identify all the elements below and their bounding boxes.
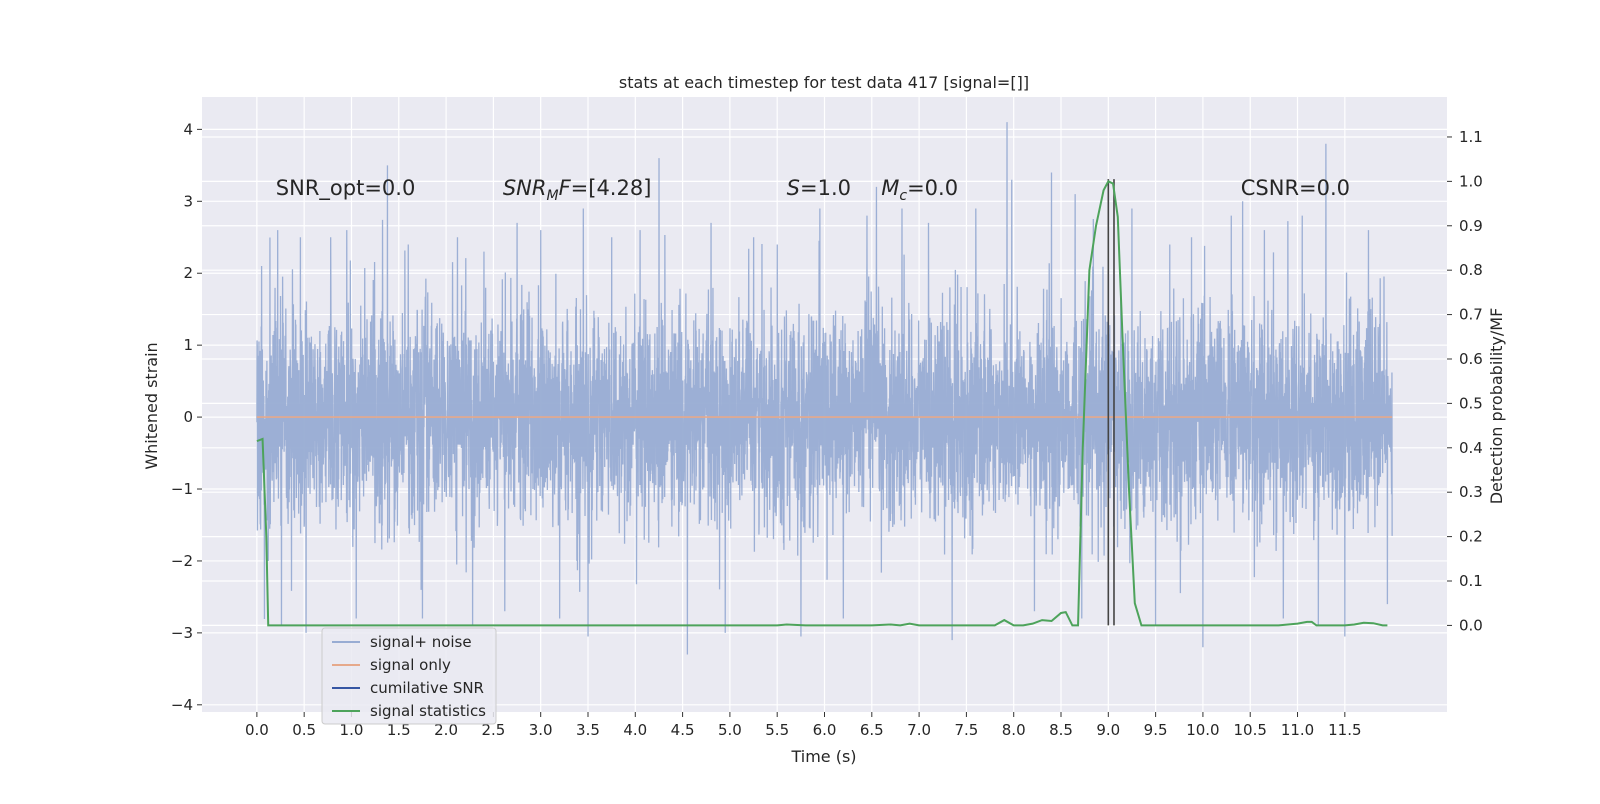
y-left-tick-label: −3 xyxy=(171,624,193,642)
y-right-tick-label: 0.2 xyxy=(1459,528,1483,546)
y-right-tick-label: 1.1 xyxy=(1459,128,1483,146)
x-axis: 0.0 0.5 1.0 1.5 2.0 2.5 3.0 3.5 4.0 4.5 5.0 5.5 6.0 6… xyxy=(245,712,1362,739)
x-tick-label: 1.0 xyxy=(340,721,364,739)
x-tick-label: 4.0 xyxy=(623,721,647,739)
y-axis-left: −4 −3 −2 −1 0 1 2 3 4 xyxy=(171,120,202,714)
legend-label: signal only xyxy=(370,656,451,674)
x-tick-label: 7.0 xyxy=(907,721,931,739)
y-right-tick-label: 1.0 xyxy=(1459,172,1483,190)
legend-label: signal+ noise xyxy=(370,633,472,651)
y-right-tick-label: 0.9 xyxy=(1459,217,1483,235)
x-tick-label: 2.0 xyxy=(434,721,458,739)
y-axis-left-title: Whitened strain xyxy=(142,342,161,469)
legend: signal+ noise signal only cumilative SNR si… xyxy=(321,627,497,725)
y-right-tick-label: 0.1 xyxy=(1459,572,1483,590)
x-tick-label: 3.0 xyxy=(529,721,553,739)
x-tick-label: 6.5 xyxy=(860,721,884,739)
y-left-tick-label: −4 xyxy=(171,696,193,714)
x-tick-label: 4.5 xyxy=(671,721,695,739)
chart-title: stats at each timestep for test data 417… xyxy=(619,73,1029,92)
annotation-0: SNR_opt=0.0 xyxy=(276,176,416,201)
y-right-tick-label: 0.7 xyxy=(1459,306,1483,324)
annotation-2: S=1.0 xyxy=(787,176,851,200)
y-left-tick-label: 2 xyxy=(183,264,193,282)
x-tick-label: 7.5 xyxy=(954,721,978,739)
y-right-tick-label: 0.4 xyxy=(1459,439,1483,457)
annotation-3: Mc=0.0 xyxy=(881,176,958,204)
legend-label: signal statistics xyxy=(370,702,486,720)
data-layer xyxy=(256,122,1393,655)
legend-frame xyxy=(321,627,497,725)
y-left-tick-label: 3 xyxy=(183,192,193,210)
series-signal-noise-line xyxy=(256,122,1393,655)
series-signal-statistics-line xyxy=(256,180,1388,627)
y-left-tick-label: 0 xyxy=(183,408,193,426)
x-tick-label: 11.0 xyxy=(1281,721,1314,739)
x-tick-label: 1.5 xyxy=(387,721,411,739)
x-tick-label: 9.5 xyxy=(1144,721,1168,739)
x-axis-title: Time (s) xyxy=(790,747,856,766)
y-axis-right-title: Detection probability/MF xyxy=(1487,308,1506,505)
y-axis-right: 0.0 0.1 0.2 0.3 0.4 0.5 0.6 0.7 0.8 0.9 1.0 1.1 xyxy=(1447,128,1483,634)
x-tick-label: 0.0 xyxy=(245,721,269,739)
x-tick-label: 2.5 xyxy=(481,721,505,739)
y-right-tick-label: 0.6 xyxy=(1459,350,1483,368)
y-right-tick-label: 0.8 xyxy=(1459,261,1483,279)
x-tick-label: 3.5 xyxy=(576,721,600,739)
y-right-tick-label: 0.3 xyxy=(1459,483,1483,501)
annotations: SNR_opt=0.0 SNRMF=[4.28] S=1.0 Mc=0.0 CSNR=0… xyxy=(276,176,1350,204)
legend-label: cumilative SNR xyxy=(370,679,484,697)
y-right-tick-label: 0.5 xyxy=(1459,394,1483,412)
x-tick-label: 6.0 xyxy=(813,721,837,739)
x-tick-label: 10.0 xyxy=(1186,721,1219,739)
y-left-tick-label: −1 xyxy=(171,480,193,498)
y-right-tick-label: 0.0 xyxy=(1459,616,1483,634)
x-tick-label: 9.0 xyxy=(1096,721,1120,739)
y-left-tick-label: −2 xyxy=(171,552,193,570)
x-tick-label: 5.0 xyxy=(718,721,742,739)
x-tick-label: 8.0 xyxy=(1002,721,1026,739)
x-tick-label: 11.5 xyxy=(1328,721,1361,739)
x-tick-label: 0.5 xyxy=(292,721,316,739)
x-tick-label: 5.5 xyxy=(765,721,789,739)
y-left-tick-label: 4 xyxy=(183,120,193,138)
annotation-1: SNRMF=[4.28] xyxy=(503,176,652,204)
annotation-4: CSNR=0.0 xyxy=(1241,176,1350,200)
x-tick-label: 8.5 xyxy=(1049,721,1073,739)
x-tick-label: 10.5 xyxy=(1234,721,1267,739)
y-left-tick-label: 1 xyxy=(183,336,193,354)
